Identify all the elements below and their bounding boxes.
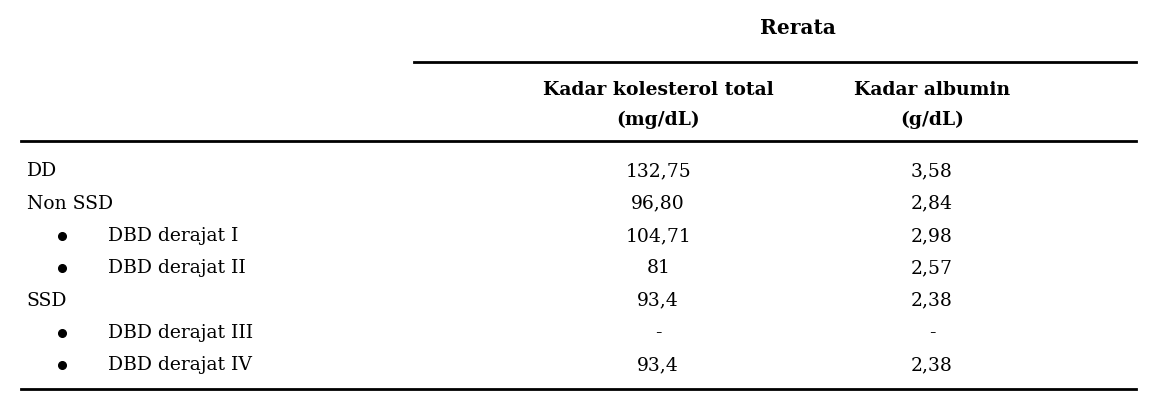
Text: DBD derajat II: DBD derajat II [108, 259, 246, 277]
Text: -: - [655, 324, 662, 342]
Text: 2,38: 2,38 [911, 292, 953, 310]
Text: DBD derajat I: DBD derajat I [108, 227, 239, 245]
Text: 96,80: 96,80 [631, 195, 685, 213]
Text: Kadar albumin: Kadar albumin [854, 80, 1010, 99]
Text: DD: DD [27, 162, 57, 180]
Text: Non SSD: Non SSD [27, 195, 113, 213]
Text: SSD: SSD [27, 292, 68, 310]
Text: 2,57: 2,57 [911, 259, 953, 277]
Text: DBD derajat IV: DBD derajat IV [108, 356, 252, 374]
Text: 2,38: 2,38 [911, 356, 953, 374]
Text: 81: 81 [647, 259, 670, 277]
Text: 3,58: 3,58 [911, 162, 953, 180]
Text: 132,75: 132,75 [626, 162, 691, 180]
Text: (g/dL): (g/dL) [901, 110, 963, 129]
Text: -: - [929, 324, 935, 342]
Text: (mg/dL): (mg/dL) [616, 110, 700, 129]
Text: 93,4: 93,4 [637, 356, 679, 374]
Text: Rerata: Rerata [760, 18, 836, 38]
Text: 93,4: 93,4 [637, 292, 679, 310]
Text: DBD derajat III: DBD derajat III [108, 324, 254, 342]
Text: 2,98: 2,98 [911, 227, 953, 245]
Text: Kadar kolesterol total: Kadar kolesterol total [543, 80, 774, 99]
Text: 104,71: 104,71 [626, 227, 691, 245]
Text: 2,84: 2,84 [911, 195, 953, 213]
